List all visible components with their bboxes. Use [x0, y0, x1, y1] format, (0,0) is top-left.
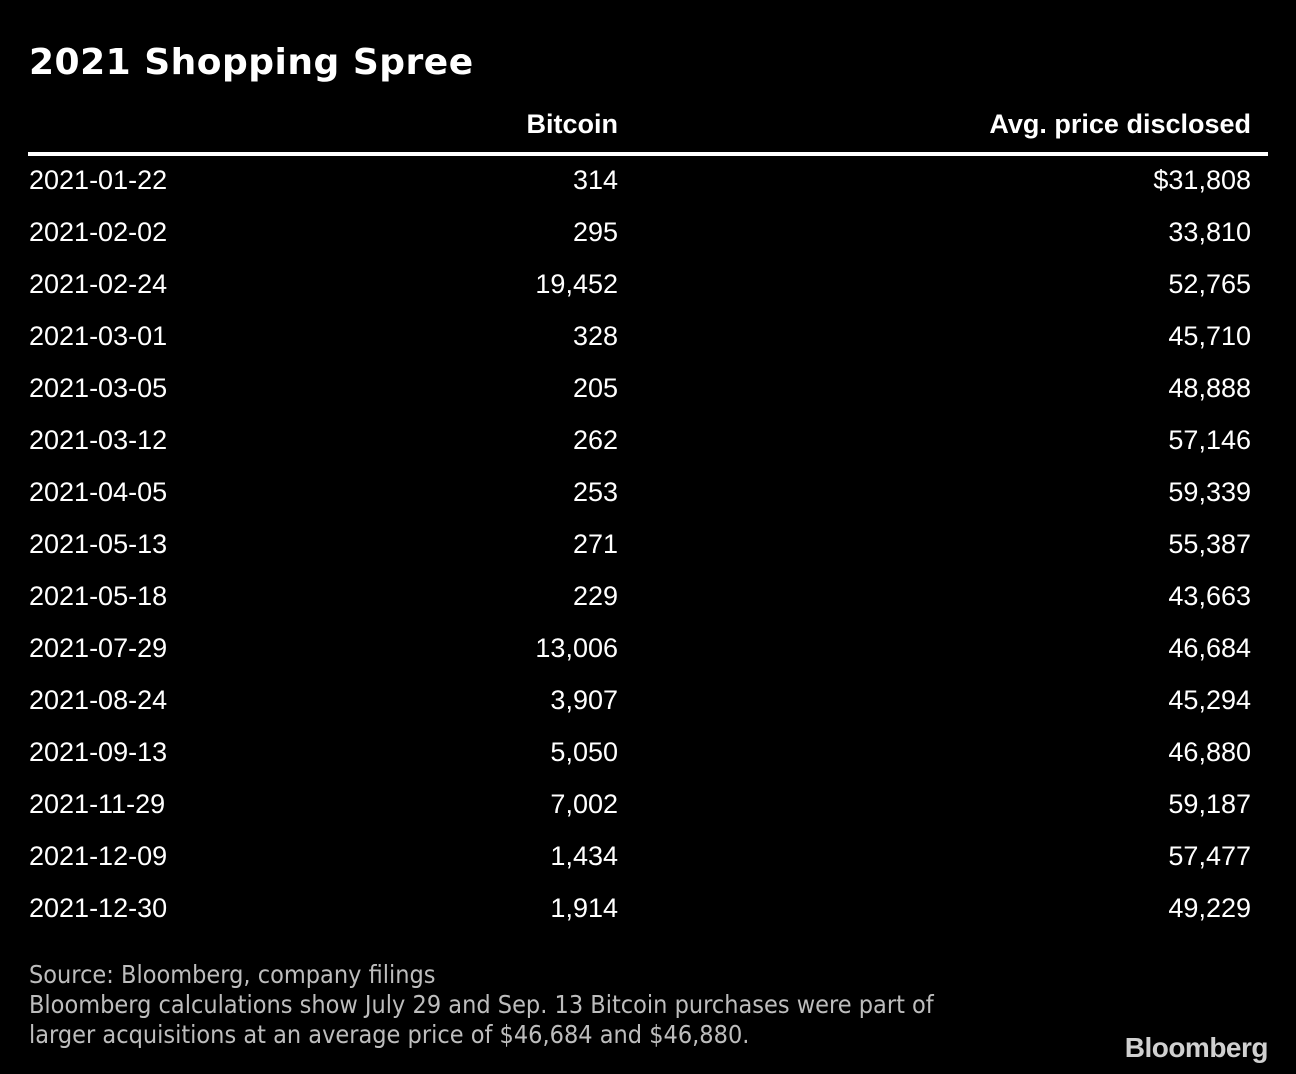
date-cell: 2021-03-05	[29, 373, 168, 403]
avg-price-cell: 52,765	[1168, 269, 1251, 299]
date-cell: 2021-07-29	[29, 633, 168, 663]
table-row: 2021-04-05 253 59,339	[0, 468, 1296, 520]
avg-price-cell: 59,339	[1168, 477, 1251, 507]
table-row: 2021-11-29 7,002 59,187	[0, 780, 1296, 832]
bitcoin-cell: 229	[572, 581, 618, 611]
bitcoin-cell: 314	[572, 165, 618, 195]
bitcoin-cell: 5,050	[550, 737, 618, 767]
avg-price-cell: 45,294	[1168, 685, 1251, 715]
bitcoin-cell: 1,914	[550, 893, 618, 923]
avg-price-cell: 46,684	[1168, 633, 1251, 663]
avg-price-cell: 33,810	[1168, 217, 1251, 247]
bitcoin-cell: 295	[572, 217, 618, 247]
table-row: 2021-03-05 205 48,888	[0, 364, 1296, 416]
date-cell: 2021-09-13	[29, 737, 168, 767]
table-row: 2021-05-13 271 55,387	[0, 520, 1296, 572]
table-row: 2021-12-30 1,914 49,229	[0, 884, 1296, 936]
calculation-note-line: larger acquisitions at an average price …	[29, 1020, 750, 1049]
avg-price-cell: 57,146	[1168, 425, 1251, 455]
table-row: 2021-08-24 3,907 45,294	[0, 676, 1296, 728]
table-row: 2021-07-29 13,006 46,684	[0, 624, 1296, 676]
date-cell: 2021-05-13	[29, 529, 168, 559]
avg-price-cell: 45,710	[1168, 321, 1251, 351]
table-row: 2021-03-12 262 57,146	[0, 416, 1296, 468]
bitcoin-cell: 328	[572, 321, 618, 351]
bitcoin-cell: 3,907	[550, 685, 618, 715]
date-cell: 2021-12-30	[29, 893, 168, 923]
bitcoin-cell: 13,006	[535, 633, 618, 663]
date-cell: 2021-03-01	[29, 321, 168, 351]
table-row: 2021-02-24 19,452 52,765	[0, 260, 1296, 312]
avg-price-cell: 55,387	[1168, 529, 1251, 559]
date-cell: 2021-12-09	[29, 841, 168, 871]
date-cell: 2021-03-12	[29, 425, 168, 455]
avg-price-cell: 59,187	[1168, 789, 1251, 819]
bitcoin-cell: 205	[572, 373, 618, 403]
table-row: 2021-05-18 229 43,663	[0, 572, 1296, 624]
date-cell: 2021-08-24	[29, 685, 168, 715]
avg-price-cell: 46,880	[1168, 737, 1251, 767]
avg-price-cell: 57,477	[1168, 841, 1251, 871]
column-header-bitcoin: Bitcoin	[526, 109, 619, 139]
avg-price-cell: 49,229	[1168, 893, 1251, 923]
bitcoin-cell: 7,002	[550, 789, 618, 819]
bitcoin-cell: 271	[572, 529, 618, 559]
header-rule	[28, 152, 1268, 156]
avg-price-cell: 48,888	[1168, 373, 1251, 403]
date-cell: 2021-11-29	[29, 789, 166, 819]
table-row: 2021-03-01 328 45,710	[0, 312, 1296, 364]
source-note: Source: Bloomberg, company filings	[29, 960, 436, 989]
column-header-avg-price: Avg. price disclosed	[989, 109, 1251, 139]
avg-price-cell: $31,808	[1153, 165, 1251, 195]
table-row: 2021-12-09 1,434 57,477	[0, 832, 1296, 884]
date-cell: 2021-02-24	[29, 269, 168, 299]
bitcoin-cell: 253	[572, 477, 618, 507]
footnotes: Source: Bloomberg, company filings Bloom…	[29, 960, 974, 1050]
table-row: 2021-01-22 314 $31,808	[0, 156, 1296, 208]
avg-price-cell: 43,663	[1168, 581, 1251, 611]
table-body: 2021-01-22 314 $31,808 2021-02-02 295 33,810 2…	[0, 156, 1296, 936]
date-cell: 2021-01-22	[29, 165, 168, 195]
bitcoin-cell: 19,452	[535, 269, 618, 299]
table-row: 2021-02-02 295 33,810	[0, 208, 1296, 260]
bloomberg-logo: Bloomberg	[1124, 1032, 1269, 1063]
date-cell: 2021-04-05	[29, 477, 168, 507]
bitcoin-cell: 1,434	[550, 841, 618, 871]
date-cell: 2021-05-18	[29, 581, 168, 611]
date-cell: 2021-02-02	[29, 217, 168, 247]
calculation-note-line: Bloomberg calculations show July 29 and …	[29, 990, 934, 1019]
chart-title: 2021 Shopping Spree	[29, 42, 474, 83]
table-row: 2021-09-13 5,050 46,880	[0, 728, 1296, 780]
bitcoin-cell: 262	[572, 425, 618, 455]
